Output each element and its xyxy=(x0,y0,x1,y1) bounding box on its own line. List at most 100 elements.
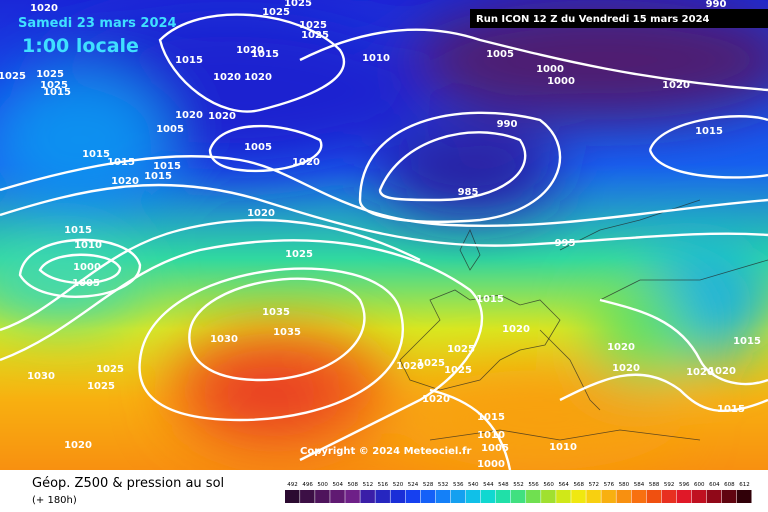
pressure-label: 1025 xyxy=(417,358,445,369)
legend-level: 496 xyxy=(302,482,313,488)
legend-swatch xyxy=(616,490,631,503)
legend-swatch xyxy=(541,490,556,503)
run-box xyxy=(470,9,768,28)
legend-level: 524 xyxy=(408,482,419,488)
legend-level: 580 xyxy=(619,482,630,488)
pressure-label: 1020 xyxy=(686,367,714,378)
pressure-label: 1025 xyxy=(447,344,475,355)
pressure-label: 1020 xyxy=(213,72,241,83)
legend-swatch xyxy=(450,490,466,503)
pressure-label: 1025 xyxy=(36,69,64,80)
pressure-label: 1015 xyxy=(64,225,92,236)
pressure-label: 1015 xyxy=(695,126,723,137)
legend-level: 588 xyxy=(649,482,660,488)
pressure-label: 1015 xyxy=(153,161,181,172)
pressure-label: 1020 xyxy=(292,157,320,168)
legend-swatch xyxy=(300,490,315,503)
pressure-label: 1015 xyxy=(251,49,279,60)
legend-swatch xyxy=(586,490,601,503)
pressure-label: 1020 xyxy=(30,3,58,14)
pressure-label: 1005 xyxy=(481,443,509,454)
legend-swatch xyxy=(706,490,722,503)
legend-swatch xyxy=(405,490,421,503)
pressure-label: 1015 xyxy=(82,149,110,160)
pressure-label: 1020 xyxy=(708,366,736,377)
legend-swatch xyxy=(315,490,330,503)
legend-level: 552 xyxy=(513,482,524,488)
pressure-label: 1035 xyxy=(262,307,290,318)
legend-swatch xyxy=(526,490,541,503)
pressure-label: 1025 xyxy=(40,80,68,91)
legend-swatch xyxy=(420,490,436,503)
legend-level: 540 xyxy=(468,482,479,488)
pressure-label: 1000 xyxy=(73,262,101,273)
legend-swatch xyxy=(631,490,647,503)
run-info: Run ICON 12 Z du Vendredi 15 mars 2024 xyxy=(476,14,710,25)
legend-level: 520 xyxy=(393,482,404,488)
pressure-label: 1025 xyxy=(299,20,327,31)
pressure-label: 1015 xyxy=(43,87,71,98)
legend-swatch xyxy=(571,490,586,503)
color-legend: 492 496 500 504 508 512 516 520 524 528 532 536 540 5… xyxy=(285,482,752,503)
legend-swatch xyxy=(601,490,616,503)
legend-swatch xyxy=(646,490,662,503)
legend-level: 556 xyxy=(528,482,539,488)
legend-level: 592 xyxy=(664,482,675,488)
pressure-label: 1025 xyxy=(285,249,313,260)
pressure-label: 1010 xyxy=(362,53,390,64)
pressure-label: 1015 xyxy=(144,171,172,182)
legend-level: 532 xyxy=(438,482,449,488)
pressure-label: 1015 xyxy=(477,412,505,423)
legend-level: 548 xyxy=(498,482,509,488)
legend-swatch xyxy=(285,490,300,503)
legend-swatch xyxy=(676,490,692,503)
legend-level: 492 xyxy=(287,482,298,488)
legend-level: 560 xyxy=(543,482,554,488)
legend-level: 564 xyxy=(558,482,569,488)
pressure-label: 1020 xyxy=(64,440,92,451)
legend-swatch xyxy=(661,490,677,503)
legend-swatch xyxy=(510,490,526,503)
legend-swatch xyxy=(556,490,571,503)
pressure-label: 1025 xyxy=(284,0,312,9)
pressure-label: 1020 xyxy=(111,176,139,187)
pressure-label: 1005 xyxy=(72,278,100,289)
pressure-label: 1010 xyxy=(549,442,577,453)
legend-level: 516 xyxy=(378,482,389,488)
legend-swatch xyxy=(465,490,481,503)
pressure-label: 1005 xyxy=(486,49,514,60)
legend-level: 544 xyxy=(483,482,494,488)
legend-level: 604 xyxy=(709,482,720,488)
legend-level: 500 xyxy=(317,482,328,488)
pressure-label: 985 xyxy=(458,187,479,198)
legend-level: 584 xyxy=(634,482,645,488)
legend-swatch xyxy=(721,490,737,503)
legend-level: 512 xyxy=(363,482,374,488)
pressure-label: 1020 xyxy=(247,208,275,219)
pressure-label: 1020 xyxy=(236,45,264,56)
forecast-time: 1:00 locale xyxy=(22,35,139,57)
legend-level: 576 xyxy=(604,482,615,488)
pressure-label: 1000 xyxy=(536,64,564,75)
legend-level: 508 xyxy=(348,482,359,488)
coastlines xyxy=(399,199,768,441)
pressure-label: 1025 xyxy=(301,30,329,41)
pressure-label: 1005 xyxy=(156,124,184,135)
legend-level: 536 xyxy=(453,482,464,488)
legend-swatch xyxy=(345,490,360,503)
pressure-label: 1015 xyxy=(107,157,135,168)
pressure-label: 1000 xyxy=(477,459,505,470)
pressure-label: 1025 xyxy=(0,71,26,82)
pressure-label: 1010 xyxy=(477,430,505,441)
pressure-label: 1030 xyxy=(210,334,238,345)
legend-swatch xyxy=(435,490,451,503)
pressure-label: 1035 xyxy=(273,327,301,338)
pressure-label: 1020 xyxy=(607,342,635,353)
footer-lead: (+ 180h) xyxy=(32,495,77,506)
legend-level: 504 xyxy=(332,482,343,488)
legend-level: 568 xyxy=(574,482,585,488)
pressure-label: 1005 xyxy=(244,142,272,153)
pressure-label: 990 xyxy=(497,119,518,130)
